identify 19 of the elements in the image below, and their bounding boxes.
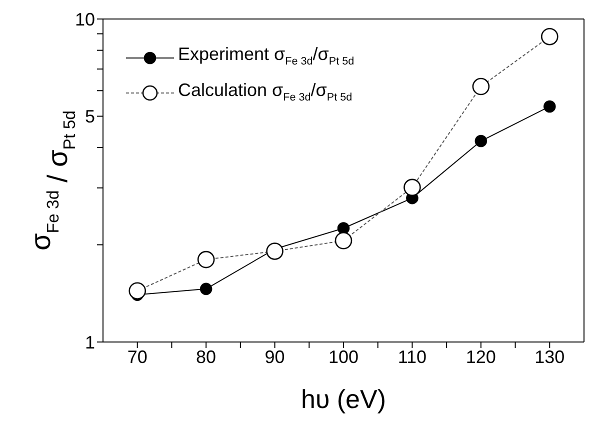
y-tick-label: 5 [84, 106, 95, 127]
point [200, 282, 212, 296]
x-tick-label: 130 [534, 346, 565, 367]
x-tick-label: 120 [466, 346, 496, 367]
legend-label: Calculation σ$_{Fe 3d}$/σ$_{Pt 5d}$ [178, 78, 352, 106]
point [337, 222, 350, 234]
point [474, 134, 488, 148]
point [543, 100, 556, 113]
x-tick-label: 70 [127, 346, 148, 367]
y-tick-label: 10 [74, 9, 95, 30]
x-tick-label: 80 [196, 346, 216, 367]
x-tick-label: 110 [398, 346, 427, 367]
x-axis-title: hυ (eV) [300, 384, 386, 414]
point [128, 282, 146, 300]
legend-label: Experiment σ$_{Fe 3d}$/σ$_{Pt 5d}$ [178, 43, 354, 70]
y-tick-label: 1 [84, 332, 95, 352]
x-tick-label: 100 [328, 346, 359, 367]
point [266, 242, 284, 260]
x-tick-label: 90 [264, 346, 285, 367]
